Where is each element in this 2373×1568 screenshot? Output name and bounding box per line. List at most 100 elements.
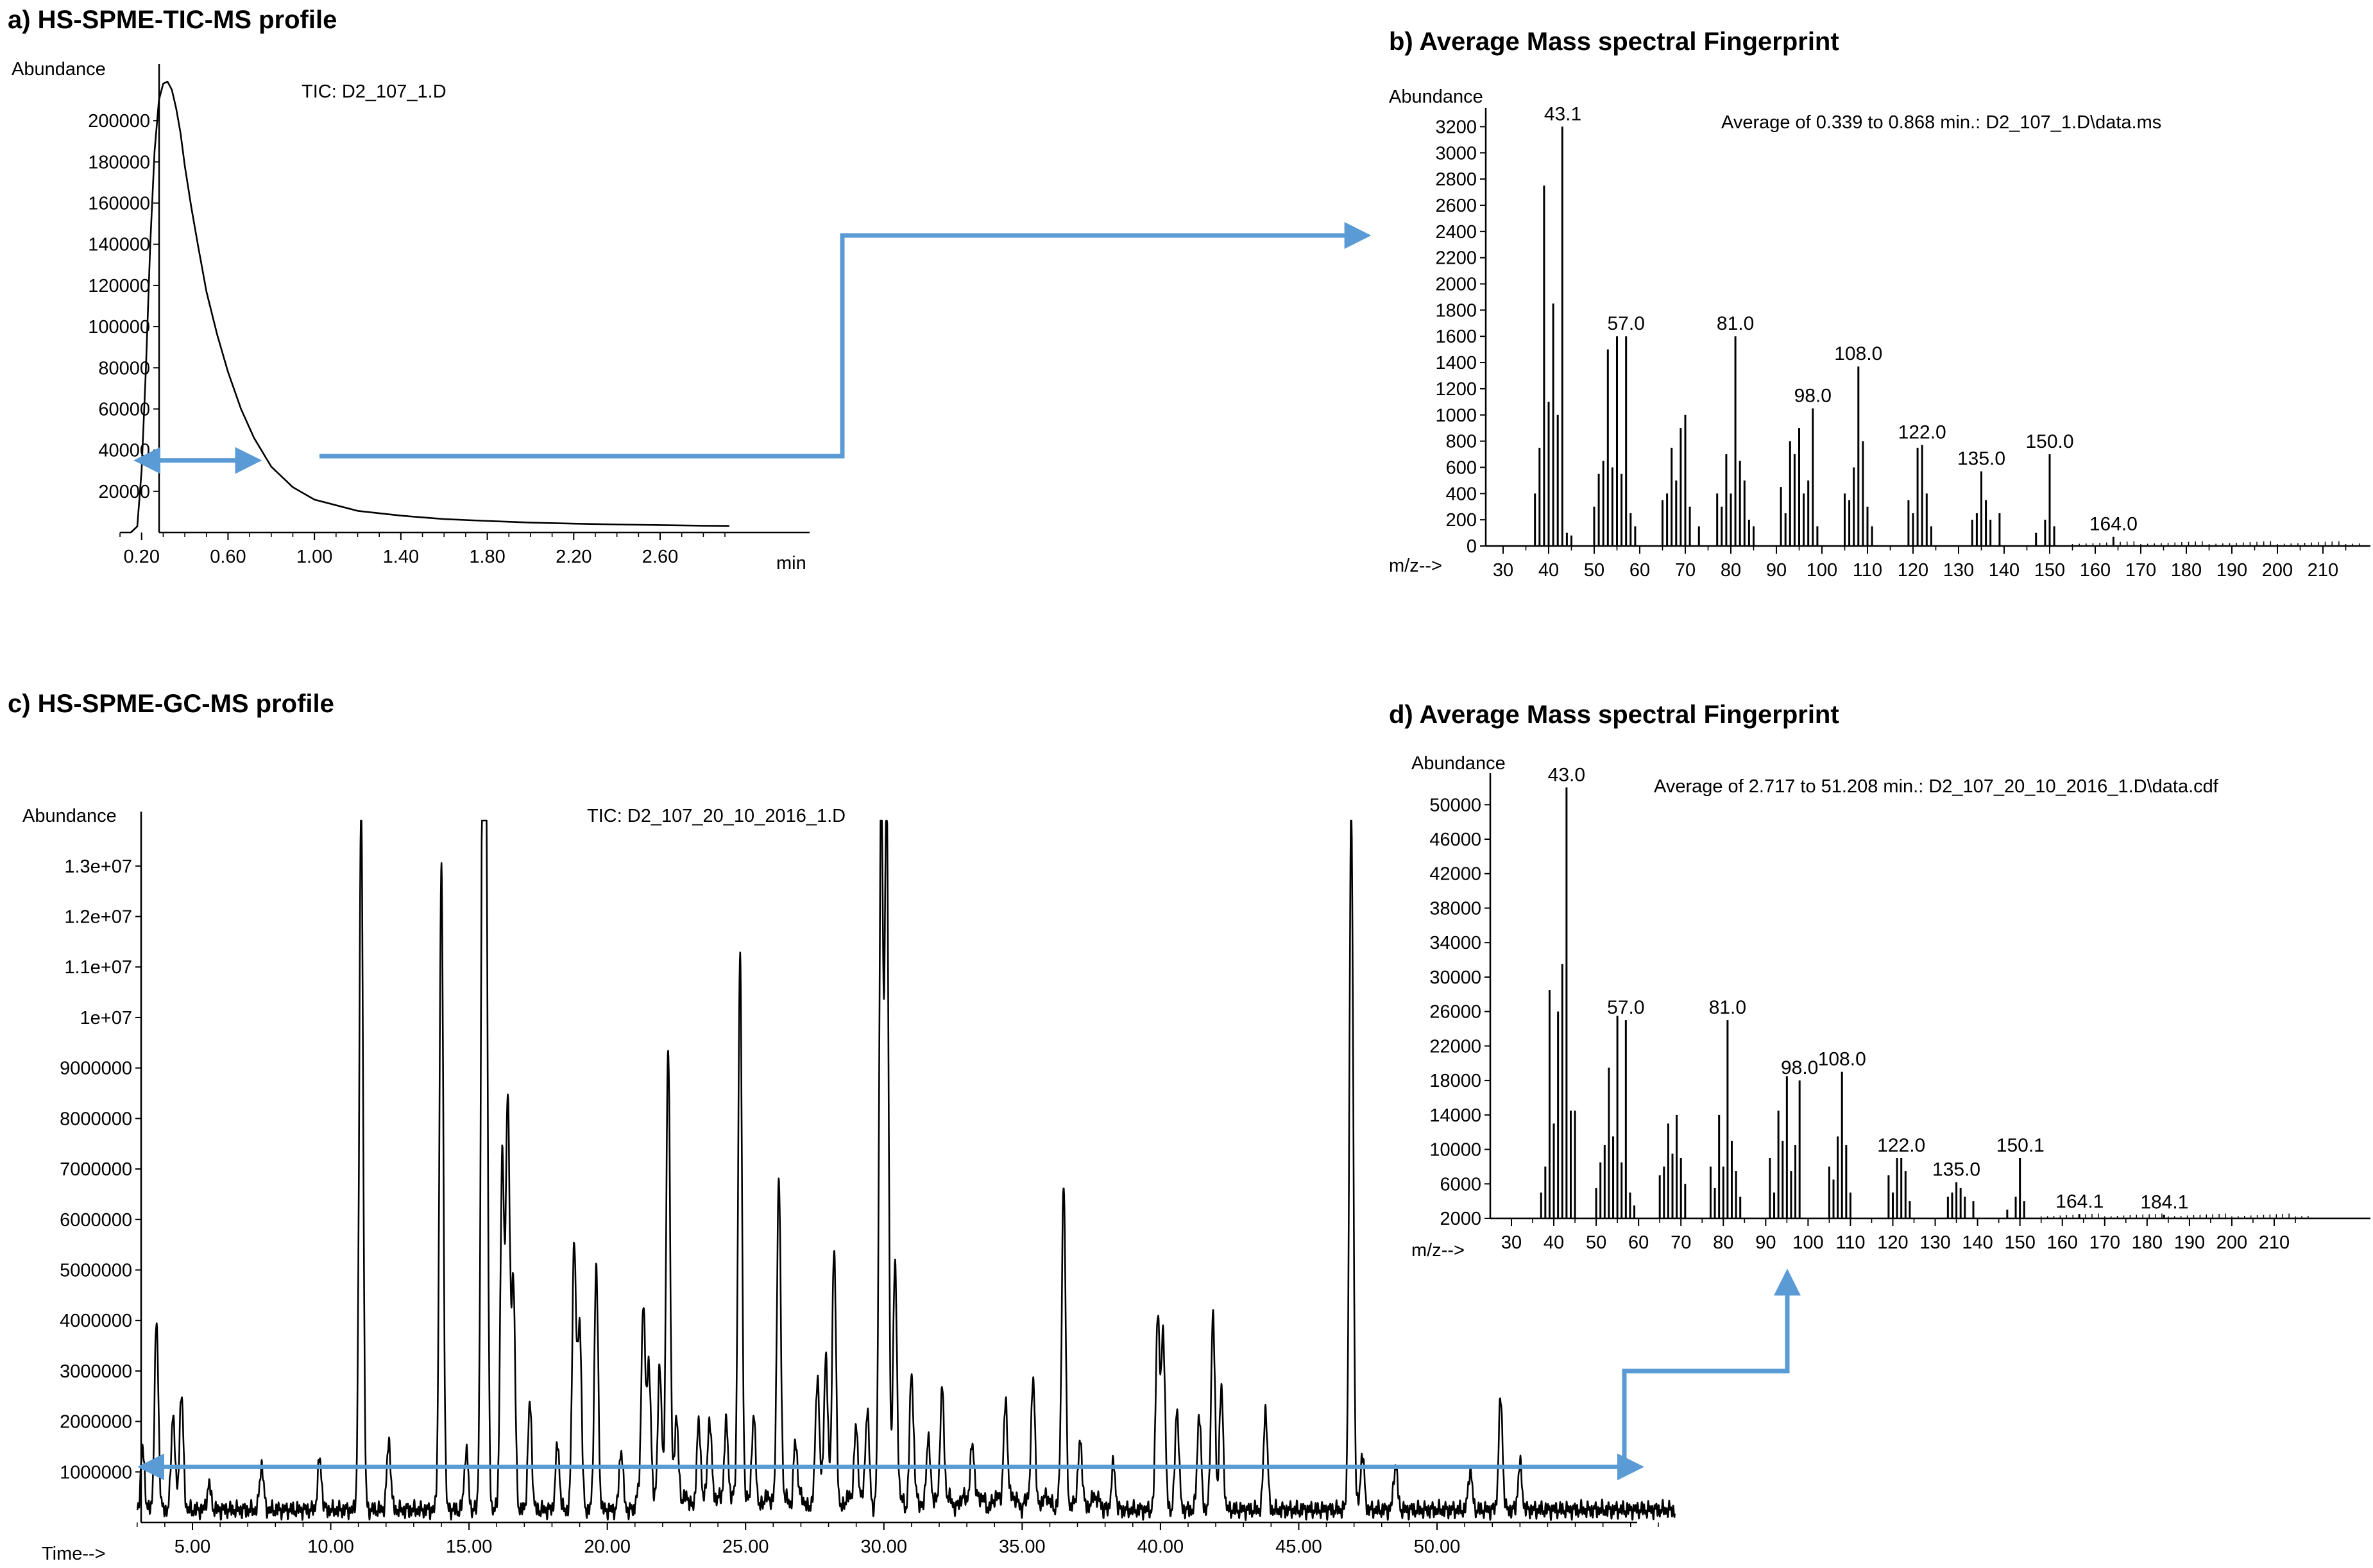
panel-a-xtick-label: 0.60 (210, 547, 246, 567)
panel-c-xtick-label: 40.00 (1137, 1537, 1184, 1557)
panel-b-peak-label: 43.1 (1544, 103, 1581, 124)
panel-c-ytick-label: 7000000 (60, 1159, 132, 1180)
panel-d-title: d) Average Mass spectral Fingerprint (1389, 701, 1839, 729)
panel-b-peak-label: 164.0 (2089, 514, 2138, 535)
panel-d-xtick-label: 70 (1671, 1232, 1691, 1253)
panel-c-title: c) HS-SPME-GC-MS profile (8, 690, 334, 718)
connector-arrow-a-to-b (319, 222, 1372, 459)
panel-c-y-ticks: 1000000 2000000 3000000 4000000 5000000 60000… (60, 856, 141, 1483)
panel-b-x-ticks: 30 40 50 60 70 80 90 100 110 120 130 140 150 160 170 18… (1493, 546, 2347, 581)
panel-d-xtick-label: 130 (1919, 1232, 1950, 1253)
panel-c-xtick-label: 30.00 (860, 1537, 907, 1557)
panel-b-xtick-label: 80 (1721, 560, 1741, 581)
panel-b-ytick-label: 2800 (1435, 169, 1477, 190)
panel-d-peak-label: 184.1 (2140, 1192, 2188, 1213)
panel-b-ytick-label: 600 (1446, 457, 1477, 478)
panel-d-xtick-label: 200 (2216, 1232, 2247, 1253)
panel-c-ytick-label: 4000000 (60, 1311, 132, 1331)
panel-b-ylabel: Abundance (1389, 87, 1483, 107)
panel-b-peak-label: 57.0 (1608, 313, 1645, 334)
panel-d-peak-labels: 43.0 57.0 81.0 98.0 108.0 122.0 135.0 150.1 164.… (1548, 764, 2189, 1213)
panel-d-ytick-label: 14000 (1429, 1105, 1481, 1126)
panel-b-xtick-label: 90 (1766, 560, 1787, 581)
panel-c-xlabel: Time--> (42, 1544, 106, 1564)
panel-c-xtick-label: 35.00 (999, 1537, 1046, 1557)
panel-b-ytick-label: 1200 (1435, 379, 1477, 400)
panel-b-ytick-label: 200 (1446, 510, 1477, 531)
panel-c-xtick-label: 15.00 (446, 1537, 493, 1557)
panel-d-xtick-label: 30 (1501, 1232, 1522, 1253)
panel-d-ytick-label: 46000 (1429, 830, 1481, 850)
panel-d-xtick-label: 40 (1544, 1232, 1564, 1253)
panel-b-peak-label: 98.0 (1794, 386, 1832, 407)
panel-d-ytick-label: 18000 (1429, 1071, 1481, 1091)
panel-d-peak-label: 98.0 (1781, 1057, 1818, 1078)
panel-a-ytick-label: 80000 (98, 358, 150, 379)
panel-d-xtick-label: 80 (1713, 1232, 1733, 1253)
panel-a-xtick-label: 2.20 (556, 547, 591, 567)
panel-b-title: b) Average Mass spectral Fingerprint (1389, 28, 1839, 56)
panel-d-peak-label: 43.0 (1548, 764, 1585, 785)
panel-c-ytick-label: 2000000 (60, 1412, 132, 1433)
panel-b-ytick-label: 3200 (1435, 117, 1477, 137)
panel-b-xtick-label: 140 (1989, 560, 2020, 581)
panel-d-ytick-label: 26000 (1429, 1002, 1481, 1023)
panel-a-y-ticks: 2000040000600008000010000012000014000016… (88, 111, 159, 502)
panel-a-x-ticks: 0.20 0.60 1.00 1.40 1.80 2.20 2.60 (119, 533, 726, 567)
panel-d-ylabel: Abundance (1411, 753, 1506, 774)
panel-b-y-ticks: 0 200 400 600 800 1000 1200 1400 1600 1800 2000 220… (1435, 117, 1486, 557)
panel-b-xtick-label: 210 (2308, 560, 2338, 581)
panel-d-y-ticks: 2000 6000 10000 14000 18000 22000 26000 30000 34… (1429, 795, 1490, 1229)
panel-d-peak-label: 164.1 (2055, 1191, 2104, 1212)
panel-b-peak-label: 135.0 (1957, 448, 2005, 470)
panel-a-ytick-label: 120000 (88, 276, 150, 296)
panel-c-ylabel: Abundance (22, 806, 117, 826)
panel-c-ytick-label: 6000000 (60, 1210, 132, 1231)
panel-b-ytick-label: 0 (1467, 536, 1477, 557)
panel-b-ytick-label: 400 (1446, 484, 1477, 504)
panel-c-ytick-label: 8000000 (60, 1109, 132, 1129)
panel-b-xtick-label: 180 (2171, 560, 2202, 581)
panel-b-xtick-label: 40 (1538, 560, 1559, 581)
panel-b-ytick-label: 2200 (1435, 248, 1477, 269)
panel-b-spectrum (1534, 126, 2360, 546)
panel-b-ytick-label: 800 (1446, 432, 1477, 452)
panel-d-xtick-label: 150 (2004, 1232, 2035, 1253)
panel-c-tic-trace (136, 819, 1676, 1521)
panel-b-xtick-label: 170 (2125, 560, 2156, 581)
panel-b-peak-label: 122.0 (1898, 422, 1946, 443)
panel-b-xtick-label: 50 (1584, 560, 1604, 581)
panel-c-ytick-label: 1.3e+07 (64, 856, 132, 877)
panel-a: a) HS-SPME-TIC-MS profile Abundance min … (8, 6, 810, 574)
panel-b-ytick-label: 1000 (1435, 405, 1477, 426)
panel-d-peak-label: 57.0 (1607, 997, 1644, 1018)
panel-b-xtick-label: 200 (2262, 560, 2293, 581)
panel-c-xtick-label: 25.00 (722, 1537, 769, 1557)
panel-c-ytick-label: 1e+07 (80, 1008, 132, 1028)
panel-d-xtick-label: 120 (1877, 1232, 1908, 1253)
panel-b-peak-label: 108.0 (1834, 343, 1882, 364)
panel-c-ytick-label: 9000000 (60, 1059, 132, 1079)
panel-a-annotation: TIC: D2_107_1.D (302, 81, 447, 102)
panel-a-ytick-label: 100000 (88, 317, 150, 337)
panel-b-annotation: Average of 0.339 to 0.868 min.: D2_107_1… (1721, 112, 2161, 133)
panel-d-spectrum (1540, 787, 2309, 1218)
panel-c-xtick-label: 45.00 (1275, 1537, 1322, 1557)
panel-b-peak-label: 81.0 (1717, 313, 1754, 334)
panel-c-ytick-label: 1000000 (60, 1462, 132, 1483)
panel-d-peak-label: 108.0 (1818, 1049, 1866, 1070)
panel-b-xtick-label: 160 (2080, 560, 2111, 581)
panel-b-ytick-label: 2400 (1435, 222, 1477, 243)
panel-d-xtick-label: 60 (1628, 1232, 1649, 1253)
panel-c-annotation: TIC: D2_107_20_10_2016_1.D (587, 806, 846, 826)
panel-b-xtick-label: 70 (1675, 560, 1696, 581)
panel-d-ytick-label: 6000 (1440, 1174, 1481, 1195)
panel-b-ytick-label: 2000 (1435, 275, 1477, 295)
panel-c-ytick-label: 1.1e+07 (64, 957, 132, 978)
panel-a-title: a) HS-SPME-TIC-MS profile (8, 6, 337, 34)
panel-c: c) HS-SPME-GC-MS profile Abundance Time-… (8, 690, 1676, 1564)
panel-d-xtick-label: 50 (1586, 1232, 1606, 1253)
panel-d-peak-label: 122.0 (1877, 1135, 1925, 1156)
panel-a-ytick-label: 160000 (88, 194, 150, 214)
panel-d-ytick-label: 30000 (1429, 967, 1481, 988)
